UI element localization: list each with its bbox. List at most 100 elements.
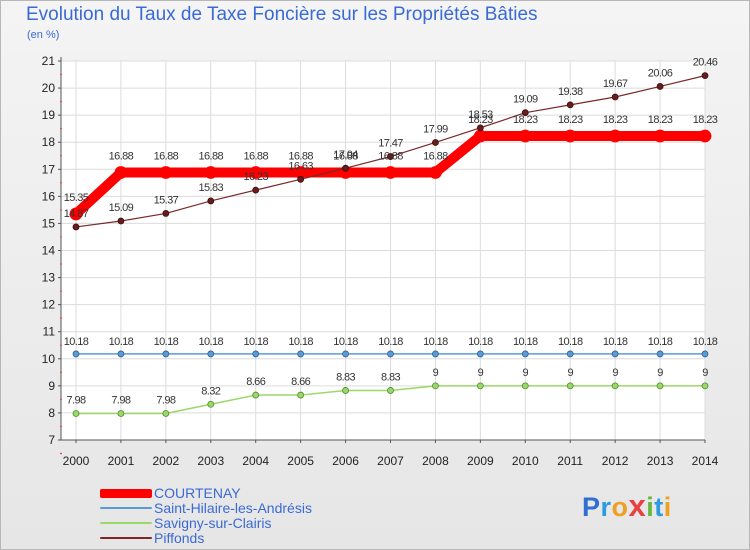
- data-label: 10.18: [558, 336, 583, 348]
- data-point: [387, 350, 394, 358]
- data-point: [162, 410, 170, 417]
- y-tick-label: 21: [42, 54, 56, 68]
- data-point: [432, 382, 439, 390]
- data-point: [476, 382, 484, 390]
- y-tick-label: 7: [48, 433, 55, 447]
- data-label: 10.18: [288, 336, 313, 348]
- data-label: 18.23: [468, 114, 493, 126]
- data-label: 18.23: [693, 114, 718, 126]
- x-tick-label: 2004: [242, 454, 269, 468]
- data-point: [117, 217, 125, 225]
- data-point: [653, 129, 667, 143]
- data-label: 10.18: [648, 336, 673, 348]
- data-label: 17.99: [423, 123, 448, 135]
- data-point: [162, 350, 170, 358]
- data-point: [521, 109, 529, 117]
- data-label: 16.88: [243, 151, 268, 163]
- y-tick-label: 12: [42, 298, 56, 312]
- logo-letter: x: [628, 488, 647, 523]
- data-label: 10.18: [199, 336, 224, 348]
- data-label: 7.98: [111, 394, 130, 406]
- legend-label: Piffonds: [154, 530, 205, 546]
- legend-swatch: [100, 522, 152, 524]
- logo-letter: P: [582, 492, 601, 522]
- x-tick-label: 2005: [287, 454, 314, 468]
- y-tick-label: 14: [42, 244, 56, 258]
- y-tick-label: 9: [48, 379, 55, 393]
- data-label: 16.88: [154, 151, 179, 163]
- data-label: 15.35: [64, 192, 89, 204]
- data-point: [566, 350, 574, 358]
- data-point: [117, 410, 125, 417]
- data-point: [252, 391, 260, 399]
- y-tick-label: 8: [48, 406, 55, 420]
- data-label: 18.23: [603, 114, 628, 126]
- y-tick-label: 13: [42, 271, 56, 285]
- data-label: 10.18: [333, 336, 358, 348]
- data-label: 19.38: [558, 86, 583, 98]
- data-point: [252, 186, 260, 194]
- data-label: 20.06: [648, 67, 673, 79]
- data-point: [69, 207, 83, 221]
- data-point: [204, 166, 218, 179]
- data-label: 10.18: [64, 336, 89, 348]
- data-point: [701, 350, 709, 358]
- y-minor-tick-dot: [60, 344, 62, 347]
- legend-label: Savigny-sur-Clairis: [154, 515, 272, 531]
- logo-letter: t: [654, 492, 664, 522]
- data-label: 15.83: [199, 182, 224, 194]
- data-point: [611, 93, 619, 101]
- data-label: 15.09: [109, 202, 134, 214]
- x-tick-label: 2012: [602, 454, 629, 468]
- data-point: [72, 223, 80, 231]
- y-tick-label: 10: [42, 352, 56, 366]
- y-minor-tick-dot: [60, 236, 62, 238]
- legend-swatch: [100, 507, 152, 509]
- data-label: 9: [567, 367, 573, 379]
- x-tick-label: 2007: [377, 454, 404, 468]
- data-label: 18.23: [648, 114, 673, 126]
- data-label: 16.88: [109, 151, 134, 163]
- data-point: [159, 166, 173, 179]
- logo-letter: o: [611, 492, 629, 522]
- y-tick-label: 15: [42, 216, 56, 230]
- data-label: 19.09: [513, 94, 538, 106]
- proxiti-logo: Proxiti: [582, 488, 672, 524]
- data-point: [476, 350, 484, 358]
- y-tick-label: 11: [43, 325, 56, 339]
- data-point: [476, 124, 484, 132]
- x-tick-label: 2011: [557, 454, 583, 468]
- logo-letter: r: [600, 492, 612, 522]
- legend-swatch: [100, 488, 152, 498]
- legend-label: COURTENAY: [154, 485, 241, 501]
- data-point: [249, 166, 263, 179]
- data-label: 8.66: [291, 376, 310, 388]
- data-point: [342, 387, 349, 394]
- data-point: [207, 400, 215, 408]
- x-tick-label: 2014: [692, 454, 719, 468]
- data-point: [117, 350, 125, 358]
- data-label: 18.23: [513, 114, 538, 126]
- data-label: 9: [657, 367, 663, 379]
- data-label: 16.88: [423, 151, 448, 163]
- data-point: [701, 382, 709, 390]
- y-minor-tick-dot: [60, 154, 62, 157]
- data-point: [207, 197, 215, 205]
- data-label: 7.98: [66, 394, 85, 406]
- data-label: 15.37: [154, 194, 179, 206]
- x-tick-label: 2001: [108, 454, 135, 468]
- data-label: 10.18: [468, 336, 493, 348]
- legend-swatch: [100, 537, 152, 539]
- data-label: 8.66: [246, 376, 265, 388]
- data-point: [521, 382, 529, 390]
- data-label: 20.46: [693, 57, 718, 69]
- data-label: 8.83: [336, 371, 355, 383]
- data-point: [608, 129, 622, 143]
- data-point: [297, 391, 305, 399]
- y-minor-tick-dot: [60, 181, 62, 184]
- data-point: [297, 175, 305, 183]
- y-minor-tick-dot: [60, 371, 62, 374]
- data-label: 16.88: [333, 151, 358, 163]
- data-point: [297, 350, 305, 358]
